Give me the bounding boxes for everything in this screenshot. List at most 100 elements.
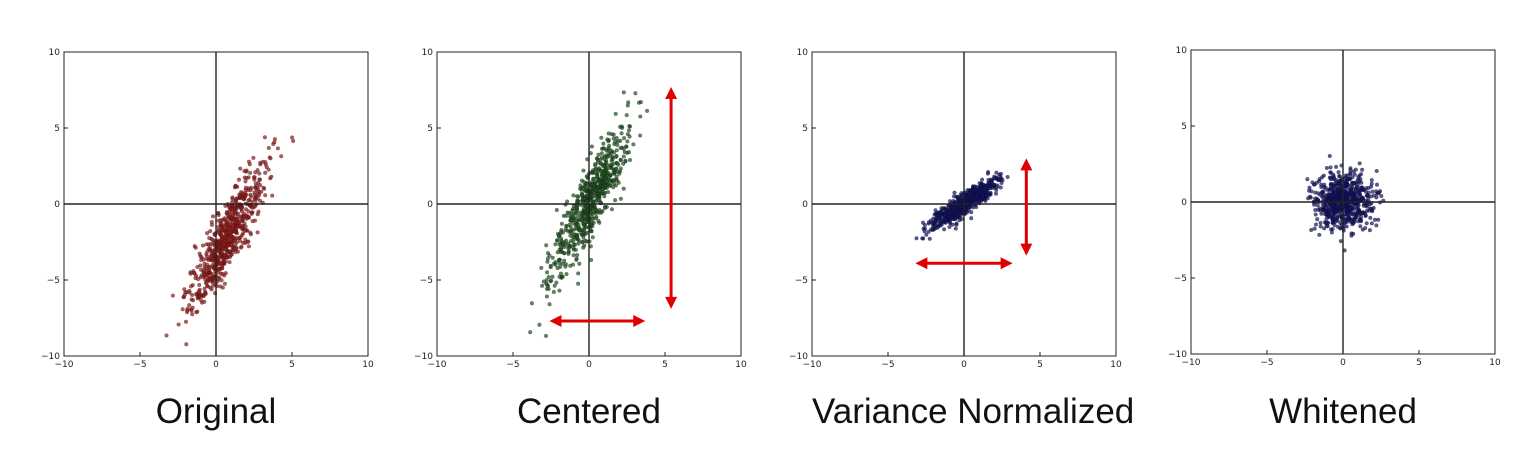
scatter-point (224, 219, 229, 224)
scatter-point (544, 294, 549, 299)
scatter-point (244, 176, 249, 181)
scatter-point (279, 154, 284, 159)
scatter-point (248, 232, 253, 237)
x-tick-label: 5 (1037, 360, 1043, 370)
scatter-point (258, 160, 263, 165)
scatter-point (1327, 214, 1332, 219)
scatter-point (1352, 172, 1357, 177)
scatter-point (618, 145, 623, 151)
scatter-point (206, 257, 211, 263)
scatter-point (547, 302, 552, 307)
scatter-point (1357, 173, 1362, 178)
scatter-point (1305, 177, 1310, 182)
scatter-point (599, 155, 604, 160)
scatter-point (604, 167, 609, 172)
scatter-point (575, 218, 580, 223)
scatter-point (1379, 193, 1384, 199)
y-tick-label: −10 (1168, 350, 1187, 360)
scatter-point (575, 237, 581, 242)
scatter-point (1309, 189, 1314, 194)
scatter-point (170, 293, 175, 298)
scatter-point (1355, 210, 1360, 215)
scatter-point (247, 162, 252, 167)
scatter-point (182, 287, 187, 292)
scatter-point (1369, 221, 1374, 226)
scatter-point (608, 183, 613, 188)
scatter-point (618, 157, 623, 162)
scatter-point (221, 256, 226, 261)
scatter-point (1319, 190, 1325, 195)
scatter-point (1331, 172, 1336, 177)
scatter-point (581, 186, 586, 191)
scatter-point (1334, 197, 1339, 202)
scatter-point (262, 135, 267, 140)
scatter-point (1312, 226, 1317, 231)
scatter-point (202, 261, 207, 266)
scatter-point (217, 261, 222, 266)
scatter-point (599, 151, 604, 156)
scatter-point (1317, 177, 1322, 182)
double-arrow (665, 86, 678, 309)
scatter-point (623, 159, 628, 164)
scatter-point (233, 249, 238, 255)
scatter-point (608, 148, 613, 153)
scatter-point (1310, 180, 1315, 185)
scatter-point (1333, 179, 1338, 184)
scatter-point (193, 245, 198, 250)
scatter-point (924, 232, 929, 237)
scatter-point (557, 257, 562, 262)
scatter-point (261, 185, 266, 190)
scatter-point (539, 283, 545, 288)
scatter-point (614, 148, 619, 153)
scatter-point (233, 184, 238, 189)
scatter-point (572, 232, 577, 237)
scatter-point (251, 175, 257, 180)
scatter-point (1366, 195, 1371, 200)
y-tick-label: 10 (797, 48, 809, 58)
scatter-point (571, 242, 576, 248)
y-tick-label: −10 (41, 352, 60, 362)
scatter-point (594, 156, 600, 161)
scatter-point (202, 272, 207, 277)
scatter-point (627, 157, 633, 163)
scatter-point (562, 258, 567, 263)
scatter-point (570, 262, 576, 267)
scatter-point (1359, 185, 1364, 191)
scatter-point (578, 230, 583, 235)
scatter-point (569, 217, 575, 222)
scatter-point (558, 236, 564, 241)
scatter-point (1315, 217, 1320, 222)
scatter-point (263, 160, 268, 165)
x-tick-label: 0 (213, 360, 219, 370)
scatter-point (574, 194, 580, 199)
scatter-point (239, 244, 244, 249)
scatter-point (593, 216, 598, 221)
double-arrow (549, 315, 646, 328)
scatter-points (914, 169, 1010, 241)
scatter-point (1363, 189, 1368, 194)
scatter-point (564, 223, 569, 228)
scatter-point (1338, 205, 1343, 210)
scatter-point (1330, 220, 1335, 225)
arrow-head (633, 315, 646, 328)
scatter-point (211, 283, 216, 288)
scatter-point (593, 192, 598, 197)
scatter-point (621, 90, 626, 95)
scatter-point (611, 136, 616, 141)
scatter-plot-centered: −10 −5 0 5 10 10 5 0 −5 −10 (414, 48, 747, 370)
scatter-point (164, 333, 169, 338)
scatter-point (626, 128, 632, 133)
scatter-point (251, 155, 256, 160)
scatter-point (582, 223, 587, 228)
scatter-point (1366, 185, 1371, 191)
scatter-point (590, 170, 595, 175)
scatter-point (947, 224, 952, 230)
scatter-point (621, 186, 626, 191)
y-tick-label: 0 (802, 200, 808, 210)
scatter-point (582, 196, 587, 201)
scatter-point (590, 235, 595, 240)
scatter-point (582, 228, 587, 233)
scatter-point (256, 186, 261, 191)
scatter-point (250, 205, 255, 210)
arrow-head (665, 86, 678, 99)
